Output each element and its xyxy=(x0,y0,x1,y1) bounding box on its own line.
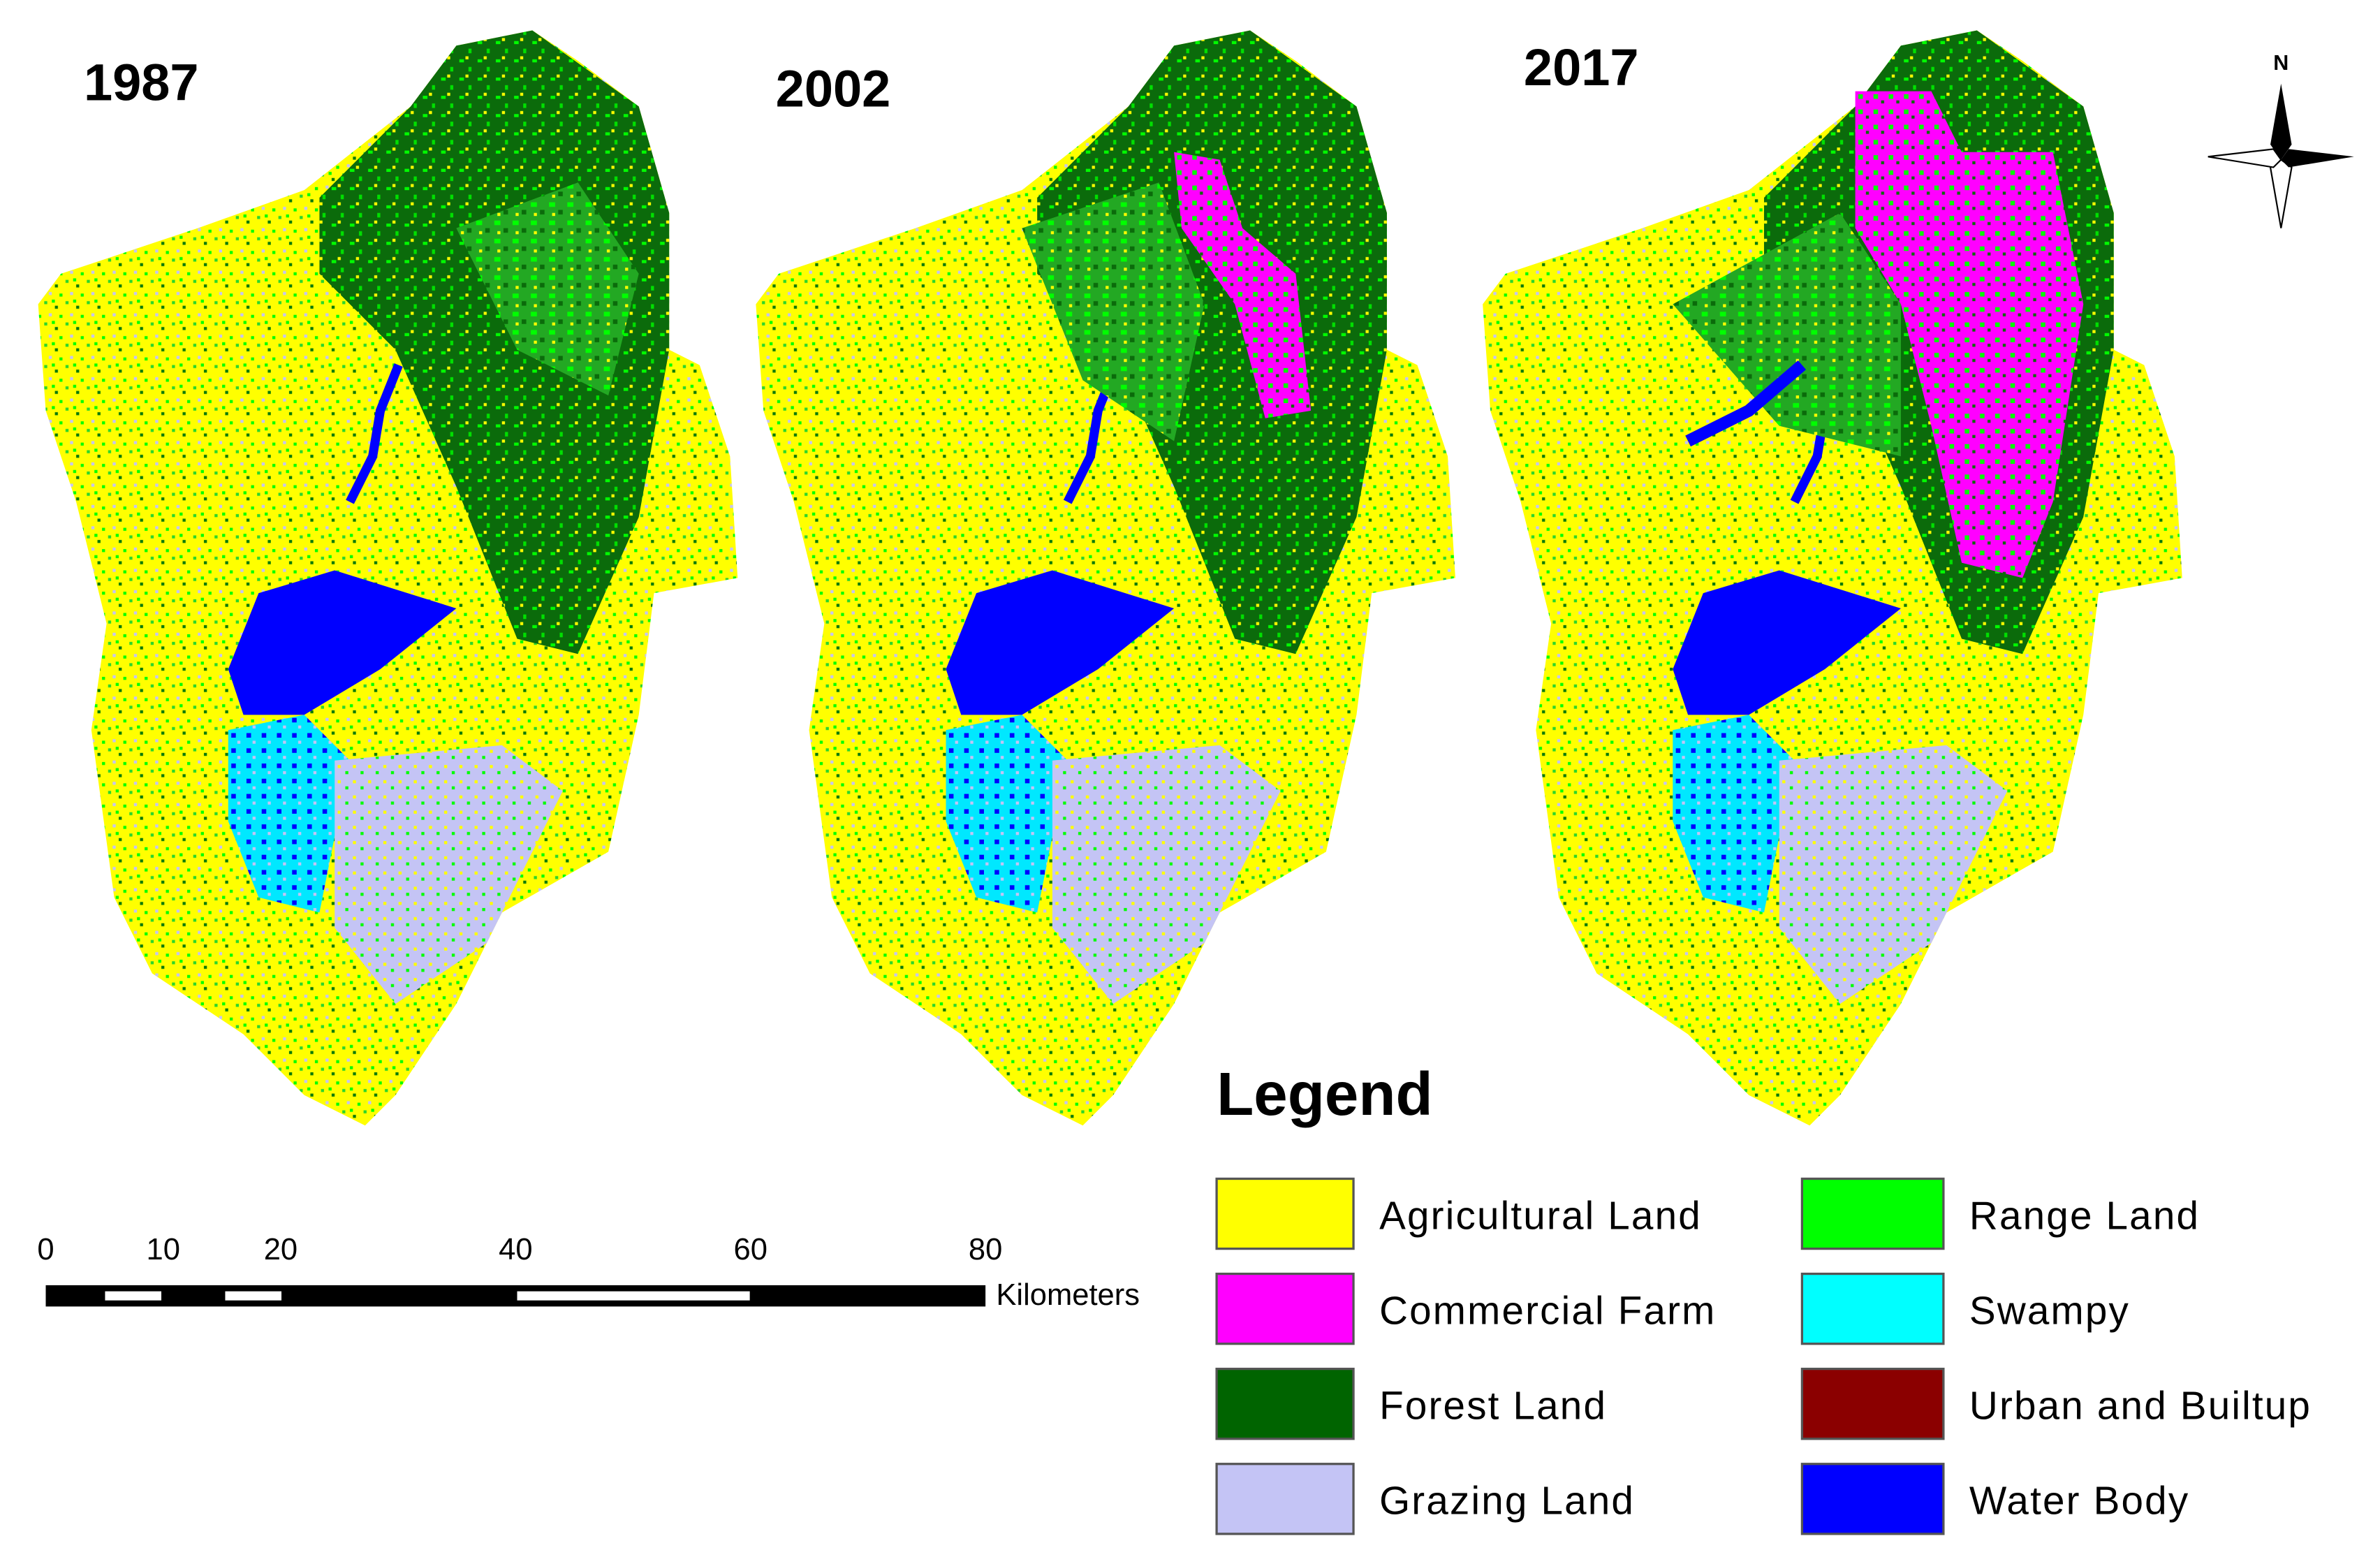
scale-segment xyxy=(225,1291,282,1301)
legend-swatch xyxy=(1215,1177,1355,1250)
scale-label: 40 xyxy=(499,1233,532,1266)
legend-label: Urban and Builtup xyxy=(1969,1384,2312,1428)
legend-label: Swampy xyxy=(1969,1288,2130,1332)
legend-swatch xyxy=(1800,1463,1945,1535)
map-panel: 2002 xyxy=(756,31,1455,1126)
panel-title: 2002 xyxy=(776,59,891,117)
scale-label: 20 xyxy=(264,1233,298,1266)
panel-title: 1987 xyxy=(84,54,199,112)
scale-segment xyxy=(45,1285,986,1307)
legend-label: Forest Land xyxy=(1379,1384,1607,1428)
legend-label: Agricultural Land xyxy=(1379,1193,1702,1237)
legend-swatch xyxy=(1215,1272,1355,1345)
north-label: N xyxy=(2273,51,2289,75)
legend-swatch xyxy=(1215,1368,1355,1440)
map-panel: 1987 xyxy=(38,31,738,1126)
legend-swatch xyxy=(1800,1272,1945,1345)
scale-label: 10 xyxy=(147,1233,180,1266)
scale-label: 0 xyxy=(37,1233,54,1266)
scale-segment xyxy=(517,1291,750,1301)
legend-label: Range Land xyxy=(1969,1193,2200,1237)
map-panel: 2017 xyxy=(1483,31,2182,1126)
legend-label: Grazing Land xyxy=(1379,1479,1635,1523)
scale-bar: Kilometers 0 10 20 40 60 80 xyxy=(37,1233,1140,1312)
legend-swatch xyxy=(1800,1177,1945,1250)
legend: Legend Agricultural Land Commercial Farm F… xyxy=(1215,1060,2312,1535)
panel-title: 2017 xyxy=(1524,38,1639,96)
scale-unit: Kilometers xyxy=(996,1278,1140,1312)
scale-segment xyxy=(105,1291,161,1301)
legend-swatch xyxy=(1215,1463,1355,1535)
legend-label: Water Body xyxy=(1969,1479,2189,1523)
legend-label: Commercial Farm xyxy=(1379,1288,1716,1332)
north-arrow: N xyxy=(2208,51,2354,228)
legend-swatch xyxy=(1800,1368,1945,1440)
scale-label: 80 xyxy=(969,1233,1002,1266)
legend-title: Legend xyxy=(1217,1060,1433,1128)
scale-label: 60 xyxy=(734,1233,767,1266)
